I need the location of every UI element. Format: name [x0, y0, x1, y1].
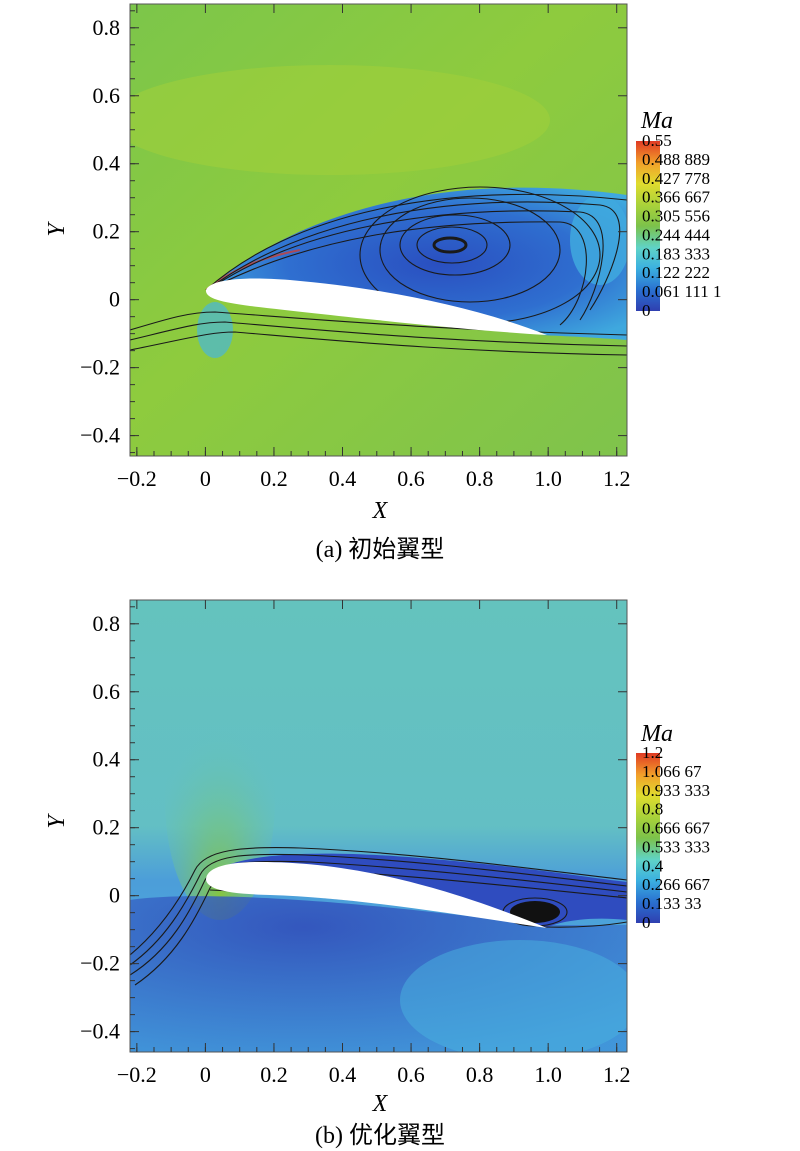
- x-tick-label: −0.2: [117, 1062, 157, 1087]
- y-axis-title-b: Y: [44, 813, 70, 829]
- y-tick-label: 0.2: [93, 815, 121, 840]
- colorbar-label: 1.2: [642, 743, 663, 762]
- colorbar-label: 0.266 667: [642, 875, 711, 894]
- colorbar-title-b: Ma: [640, 721, 673, 747]
- x-tick-label: 1.0: [534, 1062, 562, 1087]
- colorbar-title-a: Ma: [640, 108, 673, 134]
- y-tick-label: 0: [109, 883, 120, 908]
- colorbar-label: 0: [642, 913, 651, 932]
- colorbar-label: 1.066 67: [642, 762, 702, 781]
- colorbar-label: 0.933 333: [642, 781, 710, 800]
- x-tick-label: 0: [200, 466, 211, 491]
- colorbar-label: 0.533 333: [642, 837, 710, 856]
- x-axis-title-a: X: [372, 498, 389, 524]
- contour-field-b: [130, 600, 627, 1052]
- x-tick-label: 0.8: [466, 1062, 494, 1087]
- tick-labels-b: −0.2 0 0.2 0.4 0.6 0.8 1.0 1.2 0.8 0.6 0.4 0.2 0 −0.2…: [80, 611, 630, 1087]
- x-axis-title-b: X: [372, 1091, 389, 1117]
- y-tick-label: −0.4: [80, 1019, 120, 1044]
- airfoil-a: [205, 278, 547, 335]
- y-tick-label: −0.4: [80, 423, 120, 448]
- axis-ticks-a: [130, 4, 627, 456]
- y-tick-label: 0.6: [93, 679, 121, 704]
- plot-frame-b: [129, 599, 628, 1053]
- x-tick-label: 0.2: [260, 466, 288, 491]
- colorbar-label: 0.666 667: [642, 819, 711, 838]
- colorbar-label: 0.244 444: [642, 225, 711, 244]
- x-tick-label: 1.0: [534, 466, 562, 491]
- y-tick-label: 0.4: [93, 747, 121, 772]
- colorbar-label: 0.427 778: [642, 169, 710, 188]
- panel-b: −0.2 0 0.2 0.4 0.6 0.8 1.0 1.2 0.8 0.6 0.4 0.2 0 −0.2…: [44, 599, 711, 1149]
- y-tick-label: 0: [109, 287, 120, 312]
- axis-ticks-b: [130, 600, 627, 1052]
- y-tick-label: 0.2: [93, 219, 121, 244]
- contour-field-a: [130, 4, 627, 456]
- colorbar-b: [636, 753, 660, 923]
- colorbar-label: 0.183 333: [642, 244, 710, 263]
- x-tick-label: 0.8: [466, 466, 494, 491]
- colorbar-label: 0.55: [642, 131, 672, 150]
- x-tick-label: 0.6: [397, 1062, 425, 1087]
- y-tick-label: 0.8: [93, 15, 121, 40]
- x-tick-label: 0.4: [329, 1062, 357, 1087]
- caption-b: (b) 优化翼型: [315, 1122, 445, 1149]
- colorbar-label: 0.133 33: [642, 894, 702, 913]
- x-tick-label: 0.2: [260, 1062, 288, 1087]
- panel-a: −0.2 0 0.2 0.4 0.6 0.8 1.0 1.2 0.8 0.6 0.4 0.2 0 −0.2…: [44, 3, 722, 563]
- x-tick-label: 0: [200, 1062, 211, 1087]
- x-tick-label: 1.2: [603, 1062, 631, 1087]
- y-tick-label: −0.2: [80, 951, 120, 976]
- x-tick-label: 1.2: [603, 466, 631, 491]
- y-tick-label: 0.6: [93, 83, 121, 108]
- colorbar-label: 0.305 556: [642, 207, 710, 226]
- y-axis-title-a: Y: [44, 221, 70, 237]
- colorbar-label: 0.4: [642, 856, 664, 875]
- colorbar-label: 0.061 111 1: [642, 282, 722, 301]
- y-tick-label: 0.4: [93, 151, 121, 176]
- x-tick-label: −0.2: [117, 466, 157, 491]
- tick-labels-a: −0.2 0 0.2 0.4 0.6 0.8 1.0 1.2 0.8 0.6 0.4 0.2 0 −0.2…: [80, 15, 630, 491]
- caption-a: (a) 初始翼型: [316, 536, 445, 563]
- airfoil-b: [206, 862, 547, 928]
- x-tick-label: 0.4: [329, 466, 357, 491]
- x-tick-label: 0.6: [397, 466, 425, 491]
- y-tick-label: −0.2: [80, 355, 120, 380]
- y-tick-label: 0.8: [93, 611, 121, 636]
- colorbar-a: [636, 141, 660, 311]
- streamlines-a: [130, 186, 627, 356]
- plot-frame-a: [129, 3, 628, 457]
- colorbar-label: 0.366 667: [642, 188, 711, 207]
- colorbar-label: 0: [642, 301, 651, 320]
- colorbar-label: 0.122 222: [642, 263, 710, 282]
- colorbar-label: 0.488 889: [642, 150, 710, 169]
- colorbar-label: 0.8: [642, 800, 663, 819]
